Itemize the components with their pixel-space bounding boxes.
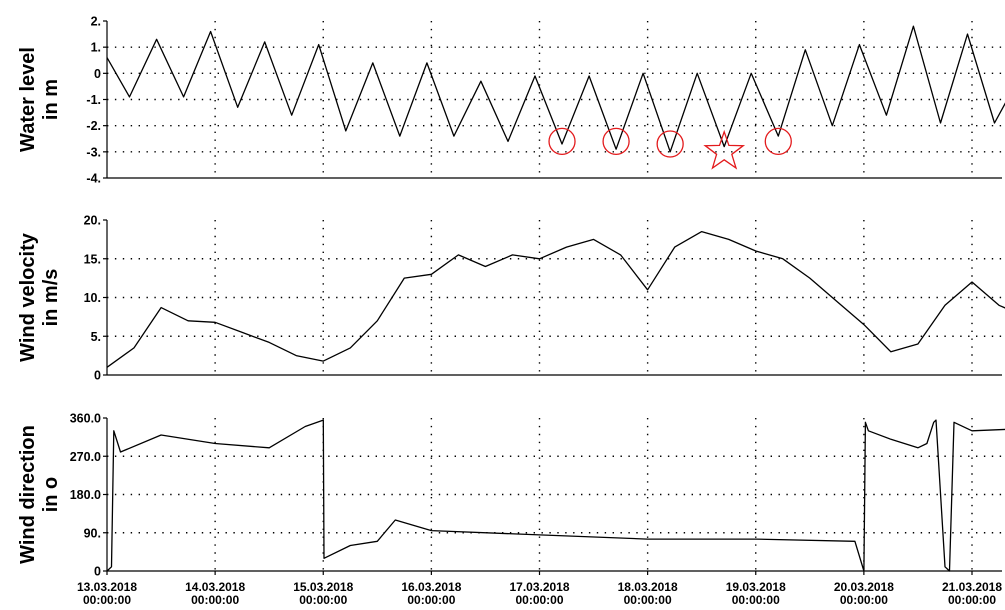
y-axis-title: in o	[40, 477, 62, 513]
y-tick-label: 10.	[84, 291, 101, 305]
y-axis-title: Wind direction	[17, 425, 39, 564]
y-tick-label: 20.	[84, 214, 101, 228]
y-axis-title: Wind velocity	[17, 232, 39, 362]
y-axis-title: Water level	[17, 47, 39, 152]
x-tick-date: 19.03.2018	[726, 580, 786, 594]
x-tick-date: 18.03.2018	[618, 580, 678, 594]
y-tick-label: 270.0	[70, 450, 101, 464]
y-tick-label: 360.0	[70, 412, 101, 426]
x-tick-date: 15.03.2018	[293, 580, 353, 594]
x-tick-date: 21.03.2018	[942, 580, 1002, 594]
circle-marker	[764, 127, 792, 156]
series-line	[106, 230, 1005, 368]
y-tick-label: 180.0	[70, 488, 101, 502]
x-tick-time: 00:00:00	[407, 593, 455, 607]
x-tick-time: 00:00:00	[515, 593, 563, 607]
wind-velocity-panel: 20. 15. 10. 5. 0 Wind velocity in m/s	[17, 214, 1005, 383]
y-tick-label: 2.	[91, 15, 101, 29]
x-tick-time: 00:00:00	[948, 593, 996, 607]
x-tick-time: 00:00:00	[624, 593, 672, 607]
y-tick-label: -3.	[86, 145, 101, 159]
y-tick-label: -1.	[86, 93, 101, 107]
circle-marker	[548, 127, 576, 156]
series-line	[106, 25, 1005, 153]
series-line	[106, 419, 1005, 572]
y-tick-label: 0	[94, 565, 101, 579]
x-tick-date: 17.03.2018	[509, 580, 569, 594]
y-tick-label: 5.	[91, 330, 101, 344]
circle-marker	[602, 127, 630, 156]
chart-panels: 2. 1. 0 -1. -2. -3. -4. Water level in m 20. 15. 10…	[17, 15, 1005, 579]
x-tick-date: 20.03.2018	[834, 580, 894, 594]
shared-date-axis: 13.03.201800:00:0014.03.201800:00:0015.0…	[77, 571, 1002, 607]
x-tick-date: 13.03.2018	[77, 580, 137, 594]
y-tick-label: 90.	[84, 526, 101, 540]
y-tick-label: -4.	[86, 172, 101, 186]
x-tick-time: 00:00:00	[732, 593, 780, 607]
circle-marker	[656, 130, 684, 158]
y-tick-label: 15.	[84, 252, 101, 266]
star-marker	[703, 129, 746, 170]
x-tick-time: 00:00:00	[191, 593, 239, 607]
y-tick-label: 0	[94, 369, 101, 383]
x-tick-date: 16.03.2018	[401, 580, 461, 594]
x-tick-time: 00:00:00	[83, 593, 131, 607]
x-tick-date: 14.03.2018	[185, 580, 245, 594]
wind-direction-panel: 360.0 270.0 180.0 90. 0 Wind direction in o	[17, 412, 1005, 579]
y-axis-title: in m	[40, 79, 62, 120]
x-tick-time: 00:00:00	[299, 593, 347, 607]
y-tick-label: 0	[94, 67, 101, 81]
y-tick-label: 1.	[91, 41, 101, 55]
water-level-panel: 2. 1. 0 -1. -2. -3. -4. Water level in m	[17, 15, 1005, 186]
x-tick-time: 00:00:00	[840, 593, 888, 607]
y-axis-title: in m/s	[40, 269, 62, 327]
y-tick-label: -2.	[86, 119, 101, 133]
